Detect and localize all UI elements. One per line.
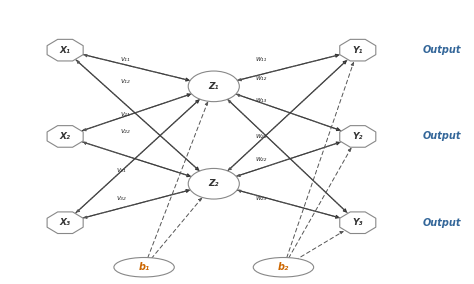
Text: v₂₂: v₂₂ bbox=[121, 128, 130, 134]
Text: v₃₁: v₃₁ bbox=[116, 167, 126, 173]
Text: w₂₃: w₂₃ bbox=[255, 195, 267, 201]
Circle shape bbox=[188, 71, 239, 102]
Text: v₁₂: v₁₂ bbox=[121, 78, 130, 84]
Text: Output: Output bbox=[423, 45, 461, 55]
Text: w₂₂: w₂₂ bbox=[255, 156, 267, 162]
Polygon shape bbox=[47, 212, 83, 233]
Text: Y₃: Y₃ bbox=[353, 218, 363, 227]
Text: Z₁: Z₁ bbox=[209, 82, 219, 91]
Polygon shape bbox=[47, 39, 83, 61]
Text: Z₂: Z₂ bbox=[209, 179, 219, 188]
Polygon shape bbox=[340, 212, 376, 233]
Text: w₂₁: w₂₁ bbox=[255, 133, 267, 139]
Ellipse shape bbox=[114, 258, 174, 277]
Polygon shape bbox=[47, 126, 83, 147]
Ellipse shape bbox=[253, 258, 314, 277]
Text: b₁: b₁ bbox=[138, 262, 150, 272]
Text: w₁₁: w₁₁ bbox=[255, 55, 267, 62]
Text: Y₁: Y₁ bbox=[353, 46, 363, 55]
Text: w₁₂: w₁₂ bbox=[255, 75, 267, 81]
Text: Output: Output bbox=[423, 131, 461, 141]
Text: Y₂: Y₂ bbox=[353, 132, 363, 141]
Text: X₂: X₂ bbox=[60, 132, 71, 141]
Polygon shape bbox=[340, 39, 376, 61]
Text: v₃₂: v₃₂ bbox=[116, 195, 126, 201]
Text: v₂₁: v₂₁ bbox=[121, 111, 130, 117]
Text: X₃: X₃ bbox=[60, 218, 71, 227]
Text: b₂: b₂ bbox=[278, 262, 289, 272]
Text: v₁₁: v₁₁ bbox=[121, 55, 130, 62]
Polygon shape bbox=[340, 126, 376, 147]
Text: X₁: X₁ bbox=[60, 46, 71, 55]
Text: w₁₃: w₁₃ bbox=[255, 97, 267, 103]
Text: Output: Output bbox=[423, 218, 461, 228]
Circle shape bbox=[188, 168, 239, 199]
